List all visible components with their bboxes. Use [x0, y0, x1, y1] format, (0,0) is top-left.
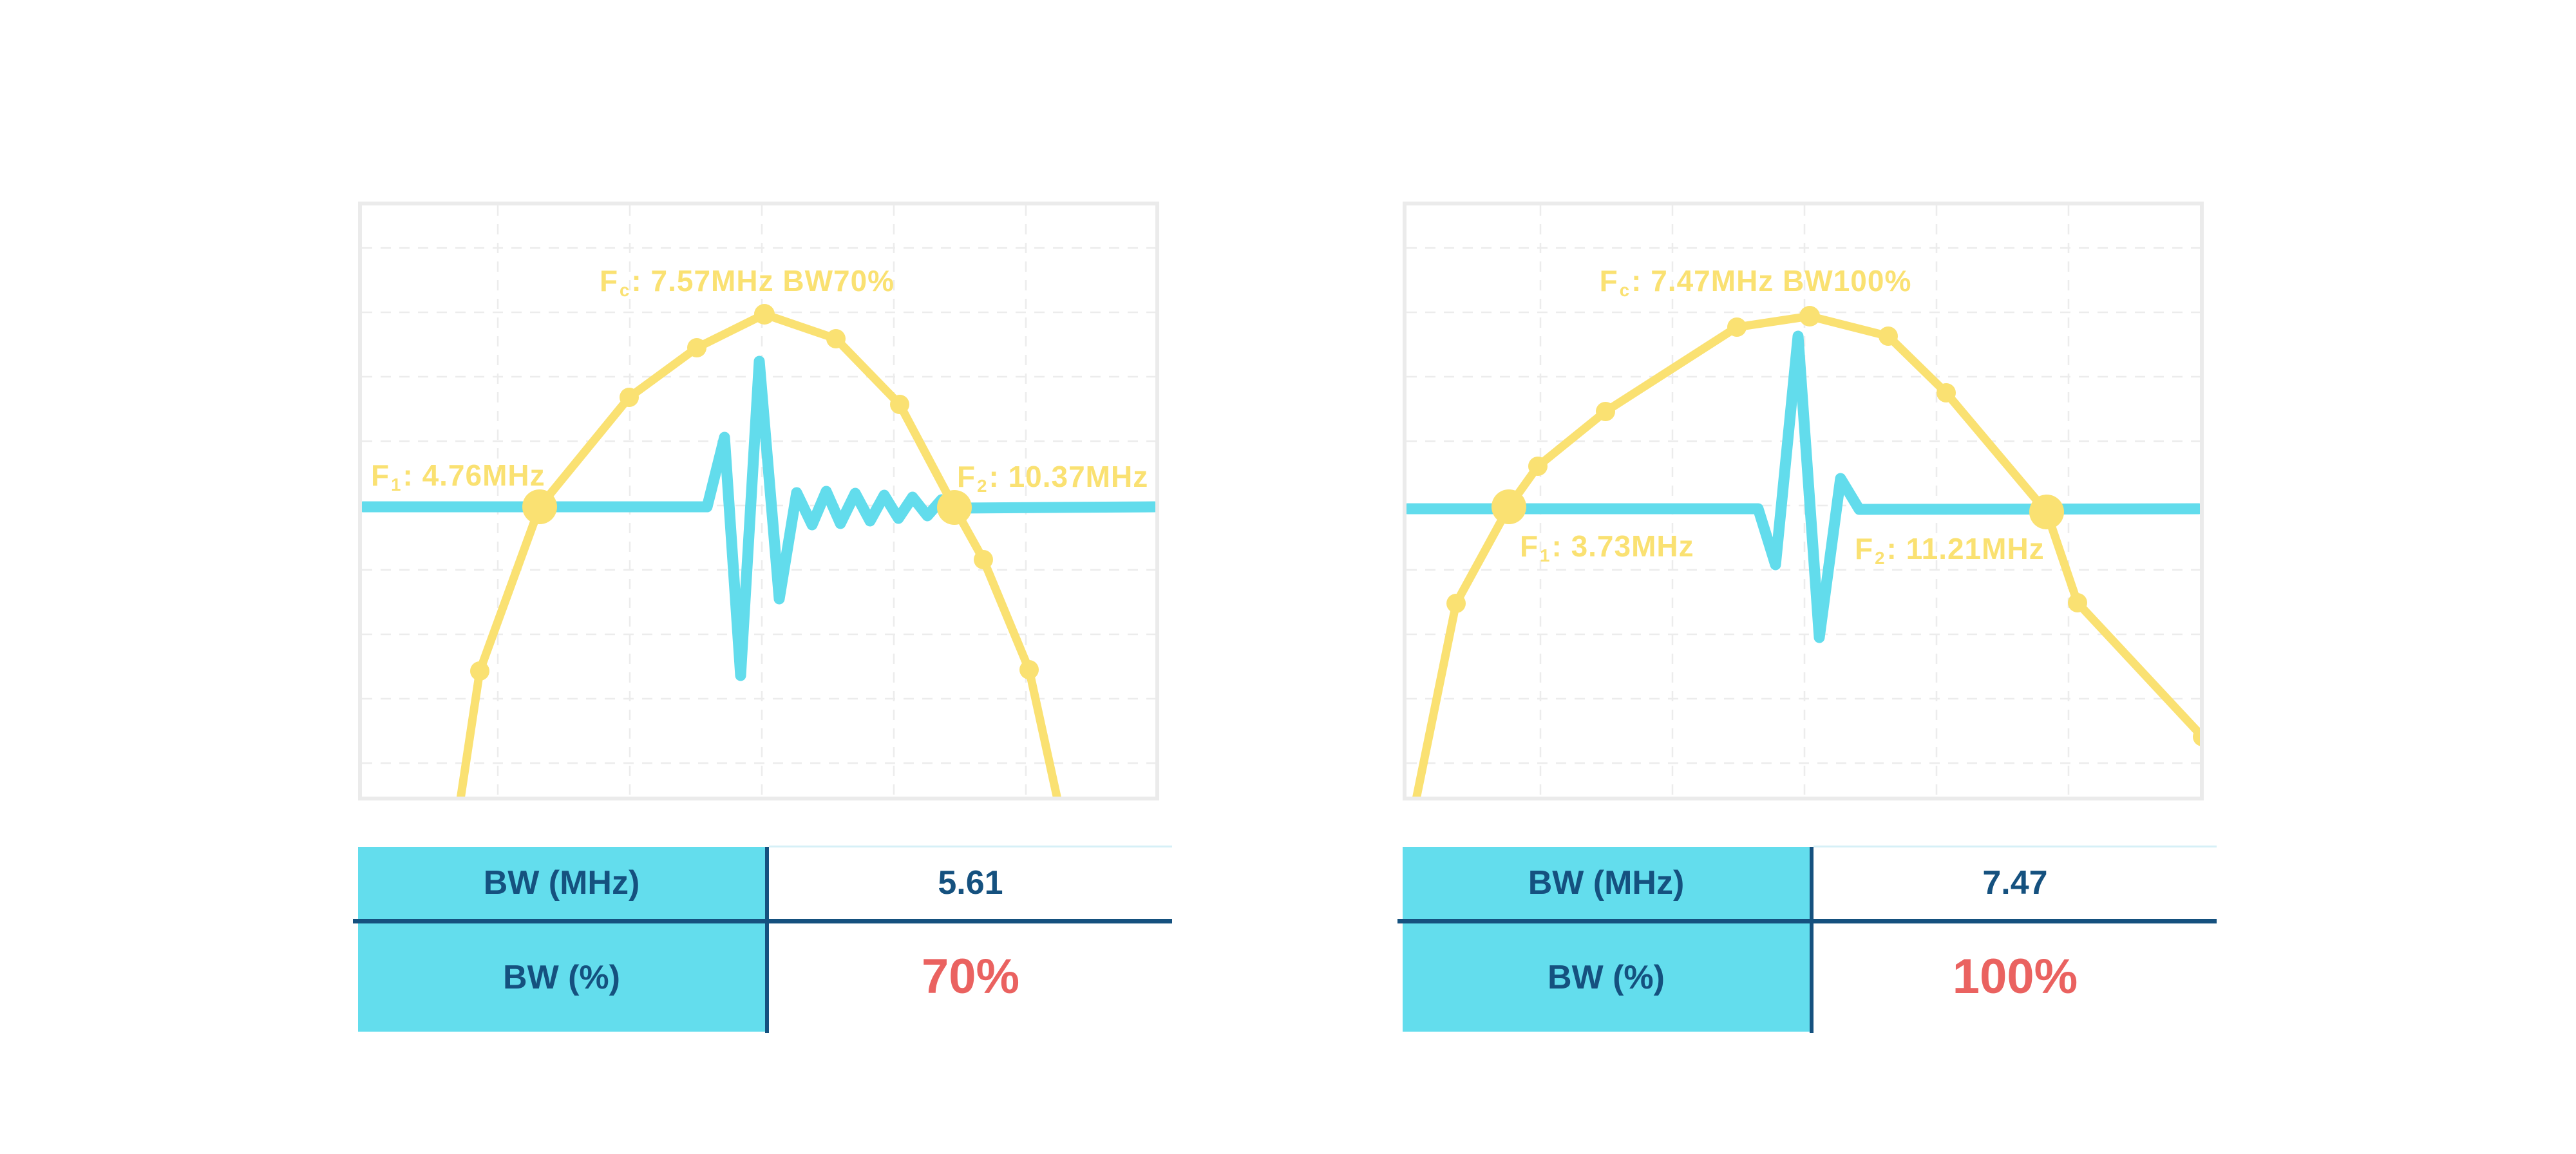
fc-value: : 7.47MHz BW100%	[1631, 264, 1912, 298]
spectrum-plot-bw70: Fc: 7.57MHz BW70% F1: 4.76MHz F2: 10.37M…	[358, 202, 1159, 800]
fc-value: : 7.57MHz BW70%	[631, 264, 895, 298]
f1-annotation: F1: 3.73MHz	[1520, 529, 1694, 566]
f2-symbol: F	[957, 460, 976, 493]
row-divider	[353, 919, 1172, 923]
f2-value: : 11.21MHz	[1886, 532, 2045, 565]
plot-frame	[1403, 202, 2204, 800]
fc-annotation: Fc: 7.47MHz BW100%	[1599, 263, 1912, 301]
f1-subscript: 1	[1540, 545, 1551, 566]
bw-mhz-value: 5.61	[938, 864, 1003, 902]
f1-marker-dot	[522, 489, 557, 524]
spectrum-markers	[470, 304, 1039, 681]
label-column-background	[358, 847, 765, 1032]
fc-subscript: c	[620, 280, 630, 301]
table-top-border	[769, 846, 1172, 847]
f2-value: : 10.37MHz	[989, 460, 1149, 493]
f2-symbol: F	[1855, 532, 1874, 565]
f1-symbol: F	[1520, 529, 1539, 563]
column-divider	[1810, 847, 1814, 1033]
fc-symbol: F	[1599, 264, 1618, 298]
f2-subscript: 2	[1875, 548, 1886, 569]
fc-subscript: c	[1619, 280, 1631, 301]
bw-pct-value: 70%	[921, 949, 1020, 1004]
column-divider	[765, 847, 769, 1033]
plot-frame	[358, 202, 1159, 800]
bw-pct-label: BW (%)	[1548, 959, 1665, 996]
fc-symbol: F	[599, 264, 619, 298]
spectrum-plot-bw70-svg	[358, 202, 1159, 800]
spectrum-markers	[1446, 306, 2204, 746]
f1-symbol: F	[371, 459, 390, 492]
f1-value: : 4.76MHz	[402, 459, 545, 492]
bw-mhz-value: 7.47	[1982, 864, 2048, 902]
fc-annotation: Fc: 7.57MHz BW70%	[599, 263, 895, 301]
bw-pct-value: 100%	[1952, 949, 2078, 1004]
f2-subscript: 2	[977, 476, 988, 497]
table-top-border	[1814, 846, 2217, 847]
f2-marker-dot	[937, 490, 972, 525]
row-divider	[1397, 919, 2217, 923]
bw-mhz-label: BW (MHz)	[1528, 864, 1685, 902]
label-column-background	[1403, 847, 1810, 1032]
f1-marker-dot	[1492, 489, 1526, 524]
f2-annotation: F2: 10.37MHz	[957, 459, 1149, 497]
bw-pct-label: BW (%)	[503, 959, 620, 996]
f1-subscript: 1	[391, 475, 402, 495]
spectrum-plot-bw100-svg	[1403, 202, 2204, 800]
f1-value: : 3.73MHz	[1551, 529, 1694, 563]
f1-annotation: F1: 4.76MHz	[371, 458, 545, 495]
f2-annotation: F2: 11.21MHz	[1855, 531, 2045, 569]
bw-mhz-label: BW (MHz)	[483, 864, 640, 902]
pulse-waveform-line	[1403, 330, 2204, 643]
f2-marker-dot	[2029, 495, 2064, 529]
spectrum-plot-bw100: Fc: 7.47MHz BW100% F1: 3.73MHz F2: 11.21…	[1403, 202, 2204, 800]
pulse-waveform-line	[358, 355, 1159, 681]
spectrum-curve	[456, 310, 1062, 800]
